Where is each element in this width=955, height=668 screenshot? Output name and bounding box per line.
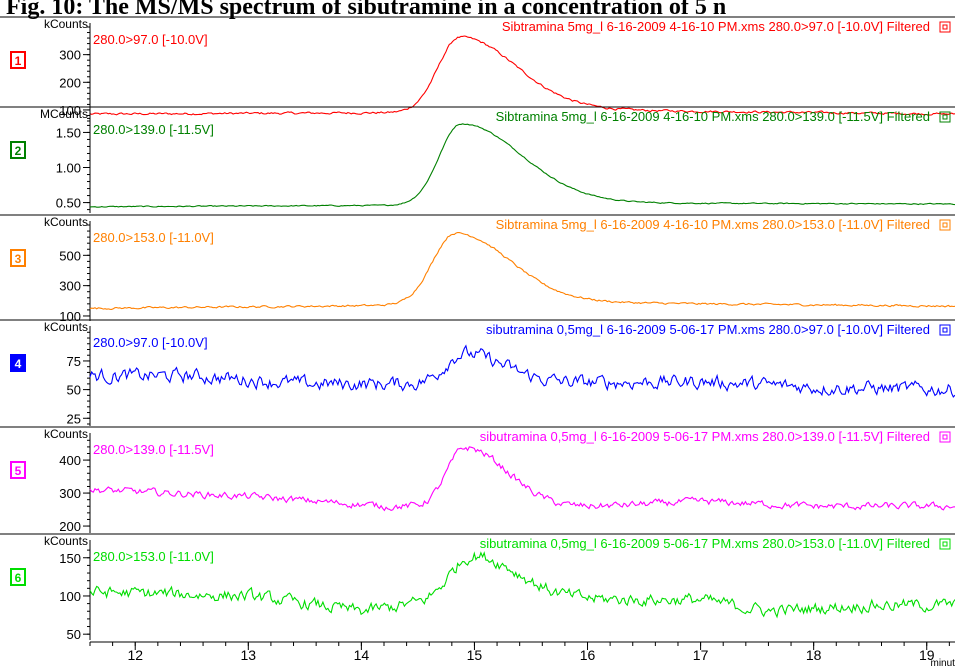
y-tick-label: 300 <box>59 279 81 294</box>
channel-index-box <box>10 354 26 372</box>
x-tick-label: 13 <box>241 647 257 663</box>
channel-index-label: 4 <box>15 357 22 371</box>
channel-index-box <box>10 568 26 586</box>
channel-index-label: 2 <box>15 144 22 158</box>
x-tick-label: 14 <box>354 647 370 663</box>
series-trace <box>89 123 955 208</box>
channel-index-label: 3 <box>15 252 22 266</box>
y-tick-label: 400 <box>59 453 81 468</box>
channel-index-label: 5 <box>15 464 22 478</box>
channel-mrm-label: 280.0>97.0 [-10.0V] <box>93 335 208 350</box>
channel-mrm-label: 280.0>139.0 [-11.5V] <box>93 442 214 457</box>
y-unit-label: kCounts <box>44 215 88 229</box>
panel-6: kCounts 50 100 150 6 280.0>153.0 [-11.0V] sibu… <box>0 533 955 642</box>
series-trace <box>89 231 955 310</box>
series-trace <box>89 446 955 512</box>
legend-box-icon <box>939 538 951 550</box>
trace-file-label: sibutramina 0,5mg_l 6-16-2009 5-06-17 PM… <box>480 536 930 551</box>
figure-title: Fig. 10: The MS/MS spectrum of sibutrami… <box>6 0 727 20</box>
legend-box-inner-icon <box>942 24 948 30</box>
y-tick-label: 25 <box>67 411 81 426</box>
channel-index-box <box>10 461 26 479</box>
x-tick-label: 15 <box>467 647 483 663</box>
channel-mrm-label: 280.0>153.0 [-11.0V] <box>93 230 214 245</box>
x-tick-label: 12 <box>127 647 143 663</box>
x-axis: 12 13 14 15 16 17 18 19minutes <box>89 641 955 668</box>
y-tick-label: 50 <box>67 383 81 398</box>
channel-mrm-label: 280.0>97.0 [-10.0V] <box>93 32 208 47</box>
channel-index-label: 1 <box>15 54 22 68</box>
trace-file-label: Sibtramina 5mg_l 6-16-2009 4-16-10 PM.xm… <box>496 217 930 232</box>
y-tick-label: 100 <box>59 589 81 604</box>
y-tick-label: 200 <box>59 519 81 534</box>
x-tick-label: 16 <box>580 647 596 663</box>
y-tick-label: 1.00 <box>56 161 81 176</box>
trace-file-label: Sibtramina 5mg_l 6-16-2009 4-16-10 PM.xm… <box>496 109 930 124</box>
series-trace <box>89 551 955 619</box>
panel-2: MCounts 0.50 1.00 1.50 2 280.0>139.0 [-11.5V]… <box>0 106 955 213</box>
legend-box-icon <box>939 111 951 123</box>
x-tick-label: 18 <box>806 647 822 663</box>
trace-file-label: sibutramina 0,5mg_l 6-16-2009 5-06-17 PM… <box>480 429 930 444</box>
legend-box-inner-icon <box>942 222 948 228</box>
channel-mrm-label: 280.0>139.0 [-11.5V] <box>93 122 214 137</box>
y-tick-label: 300 <box>59 48 81 63</box>
panel-4: kCounts 25 50 75 4 280.0>97.0 [-10.0V] sibutra… <box>0 319 955 426</box>
legend-box-icon <box>939 431 951 443</box>
y-tick-label: 1.50 <box>56 125 81 140</box>
y-unit-label: kCounts <box>44 17 88 31</box>
channel-index-box <box>10 51 26 69</box>
legend-box-inner-icon <box>942 327 948 333</box>
channel-index-label: 6 <box>15 571 22 585</box>
channel-index-box <box>10 249 26 267</box>
panel-5: kCounts 200 300 400 5 280.0>139.0 [-11.5V] sib… <box>0 426 955 534</box>
y-tick-label: 0.50 <box>56 196 81 211</box>
x-tick-label: 19 <box>919 647 935 663</box>
y-unit-label: kCounts <box>44 427 88 441</box>
x-tick-label: 17 <box>693 647 709 663</box>
y-tick-label: 300 <box>59 486 81 501</box>
legend-box-icon <box>939 219 951 231</box>
legend-box-inner-icon <box>942 114 948 120</box>
y-tick-label: 150 <box>59 551 81 566</box>
y-unit-label: kCounts <box>44 320 88 334</box>
legend-box-inner-icon <box>942 541 948 547</box>
legend-box-icon <box>939 21 951 33</box>
y-tick-label: 500 <box>59 248 81 263</box>
x-axis-unit-label: minutes <box>930 658 955 668</box>
y-unit-label: kCounts <box>44 534 88 548</box>
channel-index-box <box>10 141 26 159</box>
y-tick-label: 50 <box>67 627 81 642</box>
y-tick-label: 75 <box>67 354 81 369</box>
panels-group: kCounts 100 200 300 1 280.0>97.0 [-10.0V] Sibt… <box>0 16 955 642</box>
trace-file-label: sibutramina 0,5mg_l 6-16-2009 5-06-17 PM… <box>486 322 930 337</box>
y-unit-label: MCounts <box>40 107 88 121</box>
legend-box-inner-icon <box>942 434 948 440</box>
y-tick-label: 200 <box>59 75 81 90</box>
channel-mrm-label: 280.0>153.0 [-11.0V] <box>93 549 214 564</box>
series-trace <box>89 344 955 398</box>
series-trace <box>89 35 955 116</box>
legend-box-icon <box>939 324 951 336</box>
trace-file-label: Sibtramina 5mg_l 6-16-2009 4-16-10 PM.xm… <box>502 19 930 34</box>
